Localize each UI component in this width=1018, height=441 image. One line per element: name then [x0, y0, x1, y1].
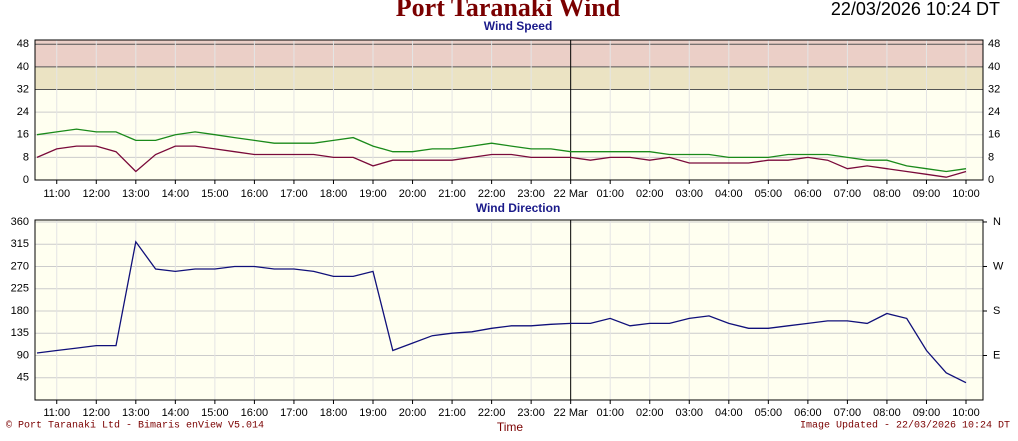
x-tick-label: 07:00 — [834, 407, 862, 419]
x-tick-label: 12:00 — [83, 188, 111, 200]
x-tick-label: 22 Mar — [554, 188, 589, 200]
x-tick-label: 15:00 — [201, 188, 229, 200]
y-tick-label: 315 — [11, 238, 29, 250]
x-tick-label: 17:00 — [280, 188, 308, 200]
y-tick-label-right: 16 — [988, 129, 1000, 141]
y2-tick-label: N — [993, 216, 1001, 228]
x-tick-label: 03:00 — [676, 407, 704, 419]
y-tick-label: 45 — [17, 372, 29, 384]
x-tick-label: 16:00 — [241, 188, 269, 200]
x-tick-label: 06:00 — [794, 188, 822, 200]
x-tick-label: 14:00 — [162, 407, 190, 419]
x-tick-label: 22:00 — [478, 407, 506, 419]
x-tick-label: 17:00 — [280, 407, 308, 419]
x-tick-label: 13:00 — [122, 407, 150, 419]
x-tick-label: 22 Mar — [554, 407, 589, 419]
y2-tick-label: E — [993, 349, 1000, 361]
plot-area — [35, 220, 983, 400]
y-tick-label: 225 — [11, 283, 29, 295]
x-tick-label: 04:00 — [715, 188, 743, 200]
x-tick-label: 21:00 — [438, 188, 466, 200]
series-line — [36, 145, 967, 178]
y-tick-label-right: 24 — [988, 106, 1000, 118]
x-tick-label: 01:00 — [596, 188, 624, 200]
x-tick-label: 18:00 — [320, 407, 348, 419]
x-tick-label: 09:00 — [913, 407, 941, 419]
y-tick-label: 0 — [23, 174, 29, 186]
x-tick-label: 23:00 — [517, 188, 545, 200]
x-tick-label: 07:00 — [834, 188, 862, 200]
y-tick-label-right: 40 — [988, 61, 1000, 73]
x-tick-label: 04:00 — [715, 407, 743, 419]
y-tick-label-right: 32 — [988, 83, 1000, 95]
panel-title: Wind Speed — [484, 19, 553, 33]
footer-right: Image Updated - 22/03/2026 10:24 DT — [800, 420, 1010, 432]
y-tick-label: 360 — [11, 216, 29, 228]
x-tick-label: 14:00 — [162, 188, 190, 200]
x-tick-label: 15:00 — [201, 407, 229, 419]
x-tick-label: 06:00 — [794, 407, 822, 419]
y-tick-label: 8 — [23, 151, 29, 163]
y-tick-label-right: 0 — [988, 174, 994, 186]
y-tick-label-right: 8 — [988, 151, 994, 163]
x-tick-label: 08:00 — [873, 407, 901, 419]
y-tick-label: 32 — [17, 83, 29, 95]
x-tick-label: 03:00 — [676, 188, 704, 200]
x-axis-label: Time — [497, 420, 524, 434]
x-tick-label: 12:00 — [83, 407, 111, 419]
x-tick-label: 02:00 — [636, 407, 664, 419]
x-tick-label: 21:00 — [438, 407, 466, 419]
panel-title: Wind Direction — [476, 201, 561, 215]
x-tick-label: 16:00 — [241, 407, 269, 419]
x-tick-label: 22:00 — [478, 188, 506, 200]
plot-frame — [34, 39, 984, 181]
y-tick-label: 270 — [11, 260, 29, 272]
y-tick-label: 16 — [17, 129, 29, 141]
x-tick-label: 23:00 — [517, 407, 545, 419]
footer-left: © Port Taranaki Ltd - Bimaris enView V5.… — [6, 420, 264, 432]
timestamp: 22/03/2026 10:24 DT — [831, 0, 1000, 19]
series-line — [36, 128, 967, 173]
x-tick-label: 20:00 — [399, 407, 427, 419]
x-tick-label: 09:00 — [913, 188, 941, 200]
y2-tick-label: S — [993, 305, 1000, 317]
y-tick-label: 180 — [11, 305, 29, 317]
zone-band — [35, 66, 983, 90]
y-tick-label: 40 — [17, 61, 29, 73]
y-tick-label-right: 48 — [988, 38, 1000, 50]
plot-frame — [34, 219, 984, 401]
x-tick-label: 10:00 — [952, 407, 980, 419]
y2-tick-label: W — [993, 260, 1004, 272]
series-line — [36, 240, 967, 384]
x-tick-label: 18:00 — [320, 188, 348, 200]
x-tick-label: 05:00 — [755, 407, 783, 419]
x-tick-label: 02:00 — [636, 188, 664, 200]
x-tick-label: 20:00 — [399, 188, 427, 200]
page-title: Port Taranaki Wind — [396, 0, 621, 22]
y-tick-label: 48 — [17, 38, 29, 50]
y-tick-label: 90 — [17, 349, 29, 361]
x-tick-label: 19:00 — [359, 407, 387, 419]
x-tick-label: 11:00 — [43, 407, 70, 419]
x-tick-label: 13:00 — [122, 188, 150, 200]
y-tick-label: 24 — [17, 106, 29, 118]
x-tick-label: 01:00 — [596, 407, 624, 419]
x-tick-label: 08:00 — [873, 188, 901, 200]
x-tick-label: 11:00 — [43, 188, 70, 200]
x-tick-label: 19:00 — [359, 188, 387, 200]
x-tick-label: 05:00 — [755, 188, 783, 200]
y-tick-label: 135 — [11, 327, 29, 339]
x-tick-label: 10:00 — [952, 188, 980, 200]
